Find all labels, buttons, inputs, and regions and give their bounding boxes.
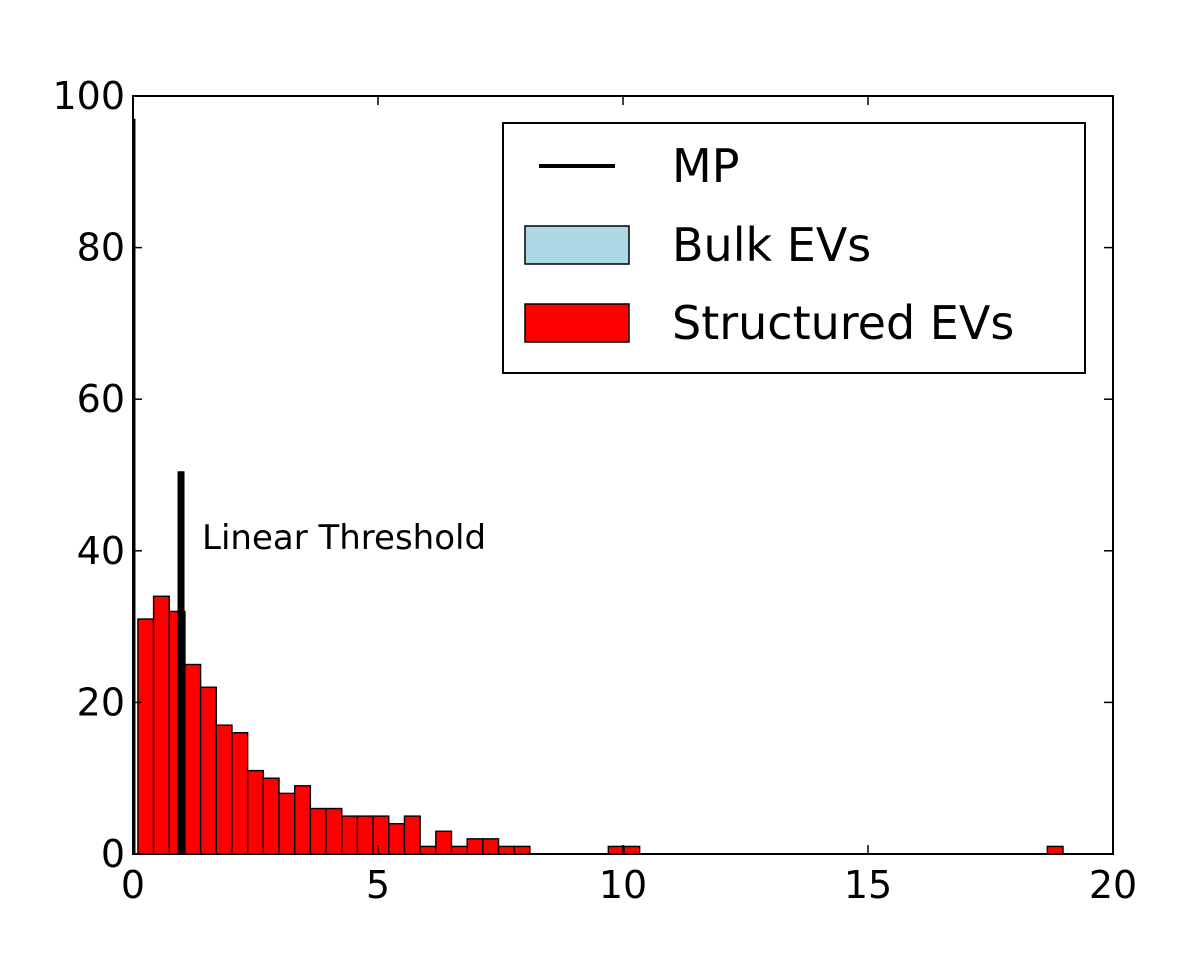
x-tick-label: 10 [599,863,647,907]
legend: MP Bulk EVs Structured EVs [502,122,1086,374]
histogram-bar [388,822,406,855]
histogram-bar [262,777,280,855]
histogram-bar [450,845,468,855]
y-tick-label: 20 [77,680,125,724]
histogram-bar [246,769,265,855]
histogram-bar [231,732,249,855]
histogram-bar [435,830,453,855]
histogram-bar [607,845,625,855]
histogram-bar [137,618,155,855]
y-tick-label: 40 [77,529,125,573]
annotation-layer: Linear Threshold [202,518,486,558]
histogram-bar [1046,845,1064,855]
histogram-bar [372,815,390,855]
histogram-bar [513,845,531,855]
histogram-bar [482,838,500,855]
histogram-bar [497,845,515,855]
histogram-bar [419,845,437,855]
histogram-bar [294,785,312,855]
histogram-bar [309,807,327,855]
legend-label: Bulk EVs [672,218,871,272]
legend-label: MP [672,139,739,193]
bars-layer [137,595,1064,855]
y-tick-label: 0 [101,832,125,876]
y-tick-label: 60 [77,377,125,421]
histogram-bar [356,815,374,855]
histogram-bar [215,724,233,855]
y-tick-label: 80 [77,226,125,270]
threshold-annotation: Linear Threshold [202,518,486,558]
histogram-bar [325,807,343,855]
histogram-bar [466,838,484,855]
x-tick-label: 5 [366,863,390,907]
y-tick-label: 100 [52,74,125,118]
legend-label: Structured EVs [672,296,1014,350]
x-tick-label: 0 [121,863,145,907]
histogram-bar [341,815,359,855]
x-tick-label: 20 [1089,863,1137,907]
legend-swatch [524,225,630,265]
histogram-bar [184,663,202,855]
histogram-bar [403,815,421,855]
histogram-bar [199,686,217,855]
legend-swatch [524,303,630,343]
histogram-bar [623,845,641,855]
x-tick-label: 15 [844,863,892,907]
histogram-bar [152,595,170,855]
ticks-layer: 0 5 10 15 20 0 20 40 60 80 100 [52,74,1137,907]
histogram-bar [278,792,296,855]
